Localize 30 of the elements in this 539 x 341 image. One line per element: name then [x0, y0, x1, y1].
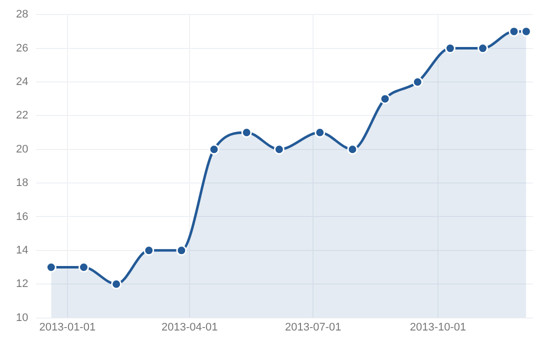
point: [444, 43, 456, 54]
point: [241, 127, 252, 138]
x-tick-label: 2013-04-01: [161, 321, 218, 334]
y-tick-label: 28: [16, 8, 28, 21]
point: [111, 278, 122, 290]
point: [274, 144, 284, 155]
x-tick-label: 2013-07-01: [284, 321, 342, 334]
point: [380, 94, 390, 104]
x-tick-label: 2013-01-01: [39, 321, 96, 334]
point: [78, 262, 89, 273]
y-tick-label: 26: [16, 42, 28, 54]
x-tick-label: 2013-10-01: [410, 321, 466, 334]
y-tick-label: 18: [16, 177, 28, 190]
y-tick-label: 20: [16, 143, 28, 156]
point: [520, 26, 532, 37]
point: [314, 127, 326, 138]
point: [508, 26, 520, 37]
y-tick-label: 24: [16, 76, 28, 88]
point: [208, 144, 220, 155]
y-tick-label: 22: [16, 110, 28, 122]
point: [46, 262, 56, 273]
point: [347, 144, 358, 155]
point: [144, 245, 154, 256]
point: [478, 43, 488, 54]
y-tick-label: 16: [16, 210, 28, 223]
y-tick-label: 14: [16, 244, 28, 256]
point: [176, 245, 187, 256]
y-tick-label: 12: [16, 278, 28, 290]
y-tick-label: 10: [16, 312, 28, 324]
point: [412, 76, 423, 88]
